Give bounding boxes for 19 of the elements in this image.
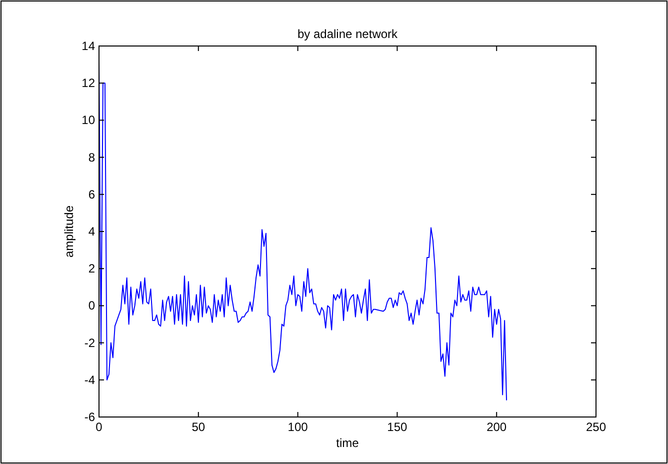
y-tick-label: 12	[82, 76, 96, 90]
y-tick-label: -4	[84, 372, 96, 387]
chart-title: by adaline network	[297, 27, 399, 41]
y-tick-label: 0	[88, 298, 96, 313]
x-tick-label: 50	[192, 420, 206, 434]
x-tick-label: 250	[586, 420, 606, 434]
y-tick-label: 8	[88, 150, 96, 164]
x-tick-label: 150	[387, 420, 408, 434]
y-tick-label: -2	[84, 336, 96, 350]
y-tick-label: 10	[82, 113, 96, 128]
x-tick-label: 100	[288, 420, 308, 434]
y-tick-label: 6	[88, 187, 96, 202]
y-tick-label: 14	[82, 39, 96, 53]
y-tick-label: 4	[88, 224, 96, 238]
y-tick-label: -6	[84, 410, 96, 424]
y-tick-label: 2	[88, 262, 96, 276]
y-axis-title: amplitude	[62, 205, 76, 258]
x-axis-title: time	[336, 436, 360, 450]
x-tick-label: 200	[486, 420, 507, 434]
